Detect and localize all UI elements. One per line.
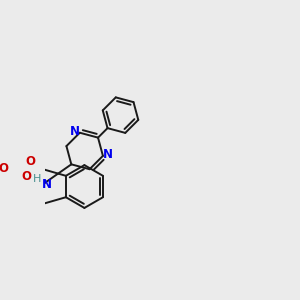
Text: H: H [33,174,41,184]
Text: N: N [103,148,112,161]
Text: O: O [25,155,35,168]
Text: O: O [0,162,9,175]
Text: N: N [42,178,52,191]
Text: N: N [70,125,80,138]
Text: O: O [21,170,31,183]
